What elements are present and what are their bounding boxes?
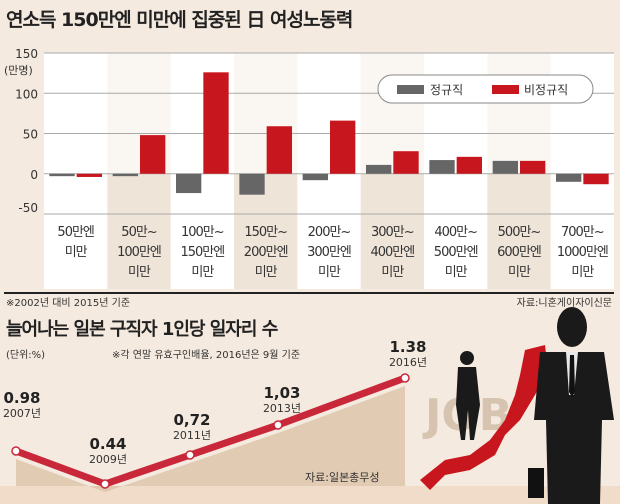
x-tick-label: 300만엔 bbox=[307, 245, 351, 260]
data-point bbox=[400, 373, 410, 383]
bar-regular bbox=[49, 173, 75, 177]
y-tick-label: 100 bbox=[15, 87, 38, 101]
x-tick-label: 150만~ bbox=[244, 225, 287, 240]
x-tick-label: 미만 bbox=[445, 265, 468, 280]
bar-chart: 150100500-50(만명)50만엔미만50만~100만엔미만100만~15… bbox=[4, 47, 614, 309]
data-label: 0.44 bbox=[89, 435, 126, 453]
illustration: JOB bbox=[420, 307, 614, 504]
x-tick-label: 미만 bbox=[571, 265, 594, 280]
x-tick-label: 700만~ bbox=[561, 225, 604, 240]
x-tick-label: 400만~ bbox=[434, 225, 477, 240]
data-point bbox=[185, 450, 195, 460]
line-series bbox=[12, 374, 409, 488]
bar-nonregular bbox=[520, 160, 546, 174]
bar-regular bbox=[492, 160, 518, 174]
bar-regular bbox=[366, 164, 392, 174]
bar-regular bbox=[429, 160, 455, 174]
bar-chart-title: 연소득 150만엔 미만에 집중된 日 여성노동력 bbox=[6, 9, 353, 31]
data-point bbox=[11, 446, 21, 456]
x-label: 2011년 bbox=[173, 429, 211, 442]
legend: 정규직 비정규직 bbox=[377, 74, 594, 104]
job-watermark: JOB bbox=[422, 390, 512, 441]
bar-nonregular bbox=[330, 120, 356, 174]
y-tick-label: 150 bbox=[15, 47, 38, 61]
bar-regular bbox=[112, 173, 138, 177]
bar-nonregular bbox=[140, 135, 166, 174]
x-tick-label: 50만~ bbox=[121, 225, 157, 240]
x-label: 2007년 bbox=[3, 407, 41, 420]
data-label: 0.98 bbox=[3, 389, 40, 407]
bar-regular bbox=[176, 173, 202, 194]
man-shirt bbox=[566, 352, 578, 395]
legend-swatch-nonregular bbox=[492, 85, 519, 94]
data-label: 1.38 bbox=[389, 338, 426, 356]
x-tick-label: 1000만엔 bbox=[557, 245, 608, 260]
briefcase-icon bbox=[528, 468, 544, 498]
x-label: 2016년 bbox=[389, 356, 427, 369]
x-tick-label: 미만 bbox=[128, 265, 151, 280]
data-point bbox=[273, 420, 283, 430]
data-label: 1,03 bbox=[263, 384, 300, 402]
line-chart-title: 늘어나는 일본 구직자 1인당 일자리 수 bbox=[6, 319, 278, 340]
x-tick-label: 200만엔 bbox=[244, 245, 288, 260]
unit-label: (단위:%) bbox=[6, 348, 45, 361]
x-tick-label: 미만 bbox=[255, 265, 278, 280]
x-tick-label: 150만엔 bbox=[180, 245, 224, 260]
note: ※각 연말 유효구인배율, 2016년은 9월 기준 bbox=[112, 349, 300, 361]
bar-nonregular bbox=[266, 126, 292, 174]
source: 자료:니혼게이자이신문 bbox=[517, 296, 612, 309]
y-tick-label: 50 bbox=[23, 128, 38, 142]
column-stripe bbox=[487, 173, 551, 289]
line-area bbox=[16, 386, 405, 492]
x-tick-label: 500만엔 bbox=[434, 245, 478, 260]
legend-label-regular: 정규직 bbox=[430, 83, 463, 97]
bottom-band bbox=[0, 486, 620, 504]
column-stripe bbox=[360, 173, 424, 289]
woman-silhouette-icon bbox=[456, 367, 480, 440]
y-axis-unit: (만명) bbox=[4, 64, 33, 77]
x-tick-label: 600만엔 bbox=[497, 245, 541, 260]
bar-regular bbox=[556, 173, 582, 182]
column-stripe bbox=[107, 173, 171, 289]
x-tick-label: 400만엔 bbox=[370, 245, 414, 260]
x-tick-label: 100만엔 bbox=[117, 245, 161, 260]
legend-box bbox=[377, 74, 594, 104]
legend-label-nonregular: 비정규직 bbox=[524, 83, 568, 97]
bar-nonregular bbox=[203, 72, 229, 174]
x-tick-label: 미만 bbox=[65, 245, 88, 260]
data-point bbox=[100, 479, 110, 489]
man-tie bbox=[569, 355, 575, 397]
bar-nonregular bbox=[76, 173, 102, 177]
x-tick-label: 100만~ bbox=[181, 225, 224, 240]
y-tick-label: 0 bbox=[30, 168, 38, 182]
y-tick-label: -50 bbox=[18, 201, 38, 215]
man-silhouette-head bbox=[557, 307, 587, 347]
x-tick-label: 미만 bbox=[318, 265, 341, 280]
data-label: 0,72 bbox=[173, 411, 210, 429]
bar-nonregular bbox=[583, 173, 609, 185]
bar-regular bbox=[239, 173, 265, 195]
footnote: ※2002년 대비 2015년 기준 bbox=[6, 297, 130, 309]
x-label: 2009년 bbox=[89, 453, 127, 466]
x-tick-label: 미만 bbox=[508, 265, 531, 280]
x-tick-label: 미만 bbox=[381, 265, 404, 280]
x-tick-label: 미만 bbox=[191, 265, 214, 280]
x-tick-label: 300만~ bbox=[371, 225, 414, 240]
japan-map-icon bbox=[420, 345, 548, 490]
bar-nonregular bbox=[456, 156, 482, 174]
x-tick-label: 200만~ bbox=[308, 225, 351, 240]
x-tick-label: 50만엔 bbox=[57, 225, 94, 240]
source: 자료:일본총무성 bbox=[305, 470, 380, 484]
man-silhouette-icon bbox=[534, 352, 614, 504]
legend-swatch-regular bbox=[397, 85, 424, 94]
woman-silhouette-head bbox=[460, 351, 474, 365]
bar-regular bbox=[302, 173, 328, 181]
column-stripe bbox=[487, 53, 551, 174]
x-tick-label: 500만~ bbox=[498, 225, 541, 240]
x-label: 2013년 bbox=[263, 402, 301, 415]
bar-nonregular bbox=[393, 151, 419, 174]
